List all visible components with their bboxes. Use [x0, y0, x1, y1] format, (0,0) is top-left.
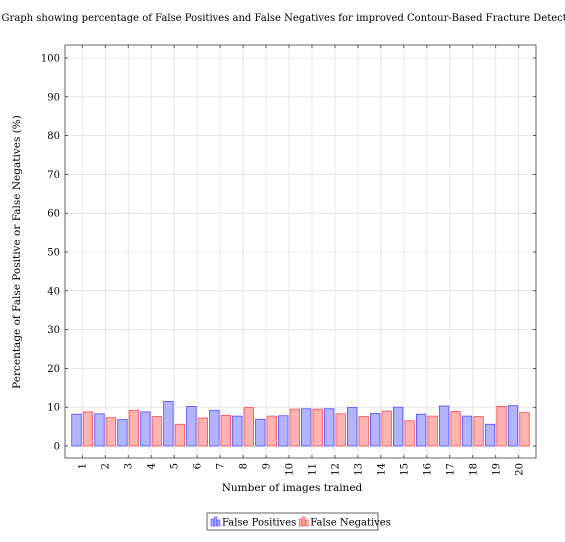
bar-false-positives — [392, 406, 404, 447]
x-tick-label: 3 — [124, 463, 135, 469]
bar-false-negatives — [289, 408, 300, 447]
y-tick-label: 30 — [47, 325, 60, 336]
bar-false-positives — [209, 409, 220, 447]
x-tick-label: 20 — [514, 463, 525, 476]
y-tick-label: 80 — [47, 131, 60, 142]
bar-false-negatives — [243, 407, 254, 447]
bar-false-positives — [255, 418, 266, 447]
x-tick-label: 14 — [376, 463, 387, 476]
bar-false-positives — [232, 415, 243, 447]
grid — [65, 45, 536, 458]
bar-false-positives — [324, 408, 335, 447]
x-tick-label: 10 — [285, 463, 296, 476]
x-tick-label: 16 — [422, 463, 433, 476]
y-tick-label: 40 — [47, 286, 60, 297]
x-tick-label: 8 — [239, 463, 250, 469]
x-axis-ticks: 1 2 3 4 5 6 7 8 9 10 11 12 13 14 15 16 17 18 19 20 — [78, 45, 525, 476]
bar-false-negatives — [427, 415, 438, 447]
bar-false-positives — [163, 400, 174, 447]
bar-false-positives — [370, 413, 381, 447]
x-tick-label: 2 — [101, 463, 112, 469]
bar-false-negatives — [404, 420, 415, 447]
x-tick-label: 13 — [353, 463, 364, 476]
bar-false-negatives — [105, 417, 117, 447]
bar-false-positives — [186, 406, 197, 447]
y-tick-label: 10 — [47, 403, 60, 414]
bar-false-positives — [347, 407, 358, 447]
x-axis-label: Number of images trained — [222, 482, 363, 494]
x-tick-label: 18 — [468, 463, 479, 476]
y-tick-label: 70 — [47, 170, 60, 181]
bar-false-negatives — [312, 408, 323, 447]
bar-false-negatives — [519, 412, 530, 447]
bar-false-negatives — [128, 409, 140, 447]
plot-frame — [64, 44, 537, 459]
bar-false-positives — [71, 413, 82, 447]
legend-swatch-false-positives — [210, 518, 214, 527]
x-tick-label: 7 — [216, 463, 227, 469]
bar-false-positives — [278, 415, 289, 447]
y-tick-label: 60 — [47, 209, 60, 220]
legend-swatch-false-negatives — [302, 516, 306, 527]
x-tick-label: 1 — [78, 463, 89, 469]
bar-false-negatives — [358, 416, 369, 447]
chart-title: Graph showing percentage of False Positi… — [2, 13, 565, 24]
bar-false-negatives — [496, 406, 507, 447]
bar-false-positives — [140, 411, 151, 447]
bar-false-negatives — [174, 423, 186, 447]
y-axis-label: Percentage of False Positive or False Ne… — [11, 115, 23, 389]
x-tick-label: 17 — [445, 463, 456, 476]
x-tick-label: 12 — [330, 463, 341, 476]
bar-false-negatives — [450, 411, 461, 447]
bar-false-positives — [461, 415, 473, 447]
legend-swatch-false-negatives — [305, 519, 309, 527]
bar-false-negatives — [335, 413, 346, 447]
legend-label-false-positives: False Positives — [222, 518, 296, 529]
bar-false-positives — [438, 405, 450, 447]
x-tick-label: 15 — [399, 463, 410, 476]
legend-swatch-false-positives — [213, 516, 218, 527]
y-axis-ticks: 0 10 20 30 40 50 60 70 80 90 100 — [41, 54, 536, 453]
legend-box — [206, 512, 379, 531]
x-tick-label: 6 — [193, 463, 204, 469]
x-tick-label: 5 — [170, 463, 181, 469]
legend-label-false-negatives: False Negatives — [310, 518, 391, 529]
x-tick-label: 4 — [147, 463, 158, 469]
legend: False Positives False Negatives — [206, 512, 391, 531]
bar-false-positives — [484, 423, 496, 447]
bar-false-negatives — [473, 416, 484, 447]
bar-false-negatives — [381, 410, 392, 447]
bar-false-negatives — [220, 414, 231, 447]
bar-false-negatives — [82, 411, 94, 447]
y-tick-label: 100 — [41, 54, 60, 65]
bar-false-positives — [415, 413, 427, 447]
bar-false-negatives — [266, 415, 277, 447]
legend-swatch-false-positives — [217, 519, 221, 527]
y-tick-label: 0 — [54, 442, 60, 453]
legend-swatch-false-negatives — [298, 518, 303, 527]
y-tick-label: 90 — [47, 92, 60, 103]
bar-false-positives — [117, 419, 128, 447]
bar-false-positives — [94, 413, 105, 447]
bar-false-positives — [507, 405, 519, 447]
bar-false-negatives — [197, 417, 209, 447]
x-tick-label: 19 — [491, 463, 502, 476]
x-tick-label: 9 — [262, 463, 273, 469]
bars — [71, 400, 530, 447]
bar-false-positives — [301, 408, 312, 447]
x-tick-label: 11 — [307, 463, 318, 476]
y-tick-label: 20 — [47, 364, 60, 375]
y-tick-label: 50 — [47, 248, 60, 259]
bar-false-negatives — [151, 416, 163, 447]
